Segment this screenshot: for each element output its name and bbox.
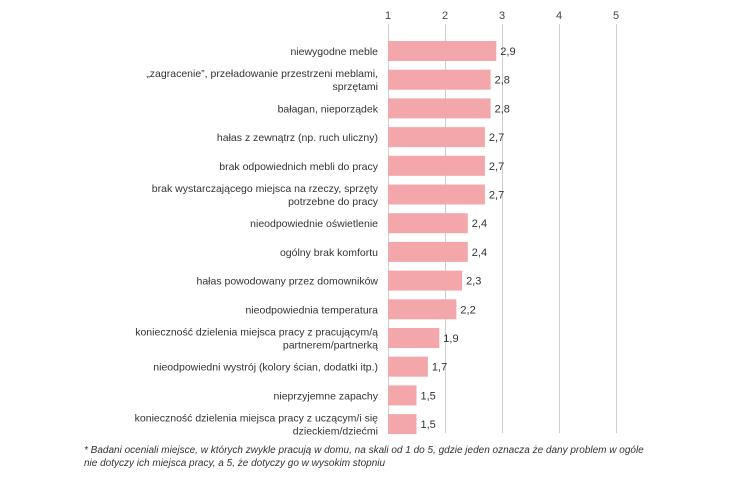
bar xyxy=(388,385,417,406)
value-label: 2,8 xyxy=(495,75,510,87)
bar xyxy=(388,356,428,377)
bar xyxy=(388,414,417,435)
value-label: 2,2 xyxy=(460,304,475,316)
bar xyxy=(388,155,485,176)
value-label: 2,4 xyxy=(472,218,487,230)
category-label: nieodpowiedni wystrój (kolory ścian, dod… xyxy=(153,362,378,374)
value-label: 2,9 xyxy=(500,46,515,58)
category-label: brak odpowiednich mebli do pracy xyxy=(219,161,379,173)
value-label: 1,7 xyxy=(432,362,447,374)
category-label: hałas powodowany przez domowników xyxy=(196,276,378,288)
bar xyxy=(388,184,485,205)
category-label: partnerem/partnerką xyxy=(283,340,378,352)
x-tick-label: 4 xyxy=(556,10,562,22)
bar xyxy=(388,69,491,90)
value-label: 1,5 xyxy=(421,419,436,431)
bar xyxy=(388,213,468,234)
x-tick-label: 5 xyxy=(613,10,619,22)
category-label: sprzętami xyxy=(332,81,378,93)
bar xyxy=(388,299,457,320)
value-label: 2,8 xyxy=(495,103,510,115)
footnote: * Badani oceniali miejsce, w których zwy… xyxy=(84,445,644,469)
value-label: 2,4 xyxy=(472,247,487,259)
bar xyxy=(388,328,440,348)
bar xyxy=(388,270,463,291)
value-label: 1,5 xyxy=(421,390,436,402)
category-label: konieczność dzielenia miejsca pracy z pr… xyxy=(135,327,378,339)
category-label: nieodpowiednia temperatura xyxy=(245,304,378,316)
category-label: ogólny brak komfortu xyxy=(280,247,378,259)
category-label: niewygodne meble xyxy=(290,46,378,58)
bar xyxy=(388,127,485,148)
x-tick-label: 1 xyxy=(385,10,391,22)
x-tick-label: 3 xyxy=(499,10,505,22)
bar xyxy=(388,41,497,61)
value-label: 2,7 xyxy=(489,132,504,144)
bar xyxy=(388,241,468,262)
value-label: 2,7 xyxy=(489,190,504,202)
category-label: bałagan, nieporządek xyxy=(278,103,379,115)
bar xyxy=(388,98,491,119)
category-label: nieprzyjemne zapachy xyxy=(274,390,379,402)
category-label: nieodpowiednie oświetlenie xyxy=(250,218,378,230)
category-label: brak wystarczającego miejsca na rzeczy, … xyxy=(152,183,379,195)
x-tick-label: 2 xyxy=(442,10,448,22)
value-label: 1,9 xyxy=(443,333,458,345)
category-label: hałas z zewnątrz (np. ruch uliczny) xyxy=(217,132,378,144)
value-label: 2,3 xyxy=(466,276,481,288)
category-label: „zagracenie”, przeładowanie przestrzeni … xyxy=(146,68,378,80)
value-label: 2,7 xyxy=(489,161,504,173)
category-label: dzieckiem/dziećmi xyxy=(293,426,378,438)
bar-chart-svg: 1 2 3 4 5 2,9 niewygodne meble 2,8 „zagracenie”,… xyxy=(135,10,619,438)
category-label: konieczność dzielenia miejsca pracy z uc… xyxy=(135,413,379,425)
category-label: potrzebne do pracy xyxy=(288,196,379,208)
